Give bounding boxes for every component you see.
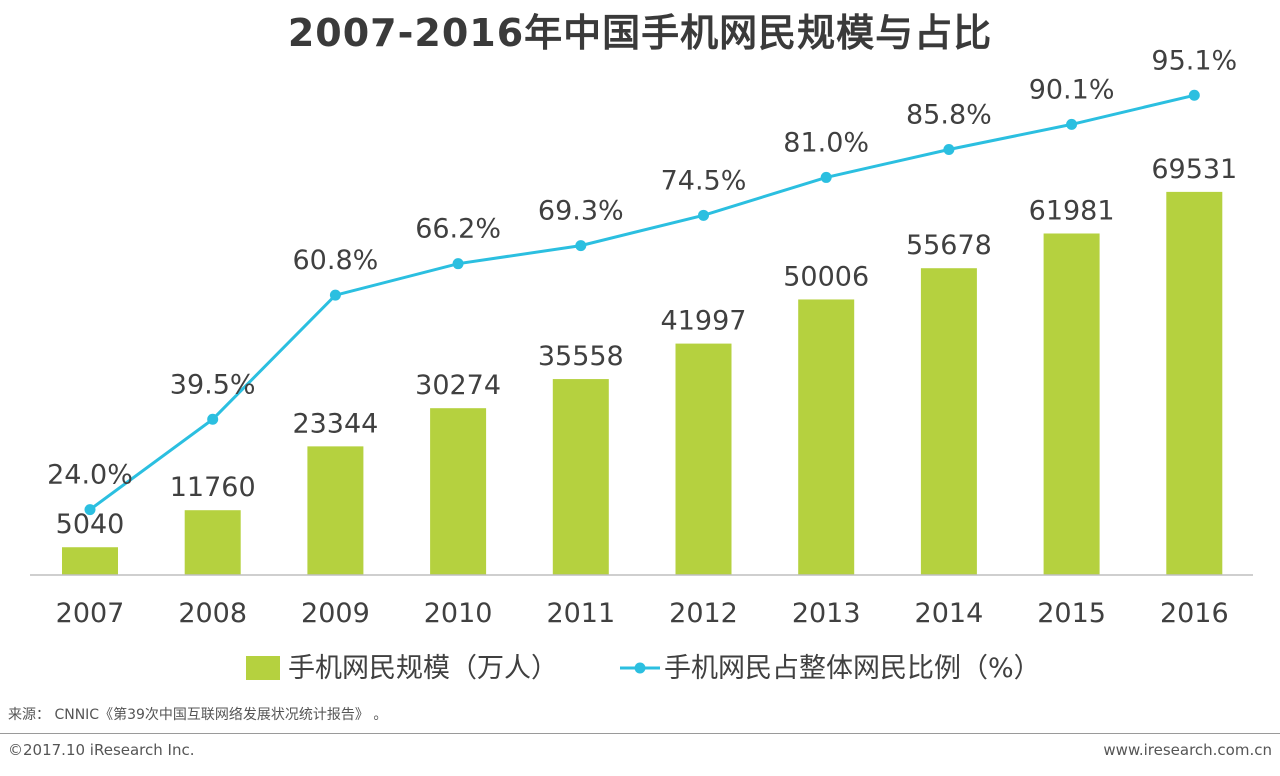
ratio-value-label: 85.8% <box>906 99 992 130</box>
ratio-marker <box>575 240 587 252</box>
ratio-marker <box>943 143 955 155</box>
legend-label-bar: 手机网民规模（万人） <box>288 653 558 684</box>
ratio-marker <box>820 171 832 183</box>
ratio-value-label: 90.1% <box>1029 74 1115 105</box>
bar-value-label: 11760 <box>170 472 256 503</box>
ratio-value-label: 69.3% <box>538 196 624 227</box>
ratio-value-label: 95.1% <box>1151 45 1237 76</box>
bar-2012 <box>675 343 732 575</box>
copyright-text: ©2017.10 iResearch Inc. <box>8 741 195 759</box>
x-tick-label: 2015 <box>1037 598 1106 629</box>
x-tick-label: 2007 <box>56 598 125 629</box>
x-tick-label: 2016 <box>1160 598 1229 629</box>
ratio-marker <box>698 209 709 221</box>
ratio-value-labels: 24.0% 39.5% 60.8% 66.2% 69.3% 74.5% 81.0% 85.8%… <box>47 45 1237 490</box>
bars-layer <box>62 191 1223 576</box>
bar-2015 <box>1043 233 1100 576</box>
ratio-marker <box>1188 89 1200 101</box>
x-tick-label: 2009 <box>301 598 370 629</box>
x-tick-label: 2012 <box>669 598 738 629</box>
ratio-line <box>89 93 1195 511</box>
ratio-value-label: 66.2% <box>415 214 501 245</box>
bar-2016 <box>1166 191 1223 575</box>
bar-2014 <box>920 268 977 575</box>
x-tick-label: 2008 <box>178 598 247 629</box>
bar-value-label: 41997 <box>661 306 747 337</box>
bar-values-layer: 5040117602334430274355584199750006556786… <box>56 154 1238 540</box>
ratio-markers <box>84 89 1200 516</box>
bar-2013 <box>798 299 855 575</box>
x-tick-labels: 2007 2008 2009 2010 2011 2012 2013 2014 2015 2016 <box>56 598 1229 629</box>
bar-value-label: 35558 <box>538 341 624 372</box>
x-tick-label: 2010 <box>424 598 493 629</box>
legend-swatch-marker <box>634 662 646 674</box>
bar-value-label: 50006 <box>783 261 869 292</box>
legend-swatch-bar <box>246 656 280 680</box>
footer-divider <box>0 733 1280 734</box>
ratio-value-label: 24.0% <box>47 460 133 491</box>
chart-title: 2007-2016年中国手机网民规模与占比 <box>287 11 993 55</box>
bar-value-label: 61981 <box>1029 195 1115 226</box>
bar-2010 <box>430 408 487 575</box>
ratio-value-label: 81.0% <box>783 127 869 158</box>
ratio-marker <box>207 413 219 425</box>
chart-area: 5040117602334430274355584199750006556786… <box>30 45 1253 684</box>
site-url: www.iresearch.com.cn <box>1103 741 1272 759</box>
ratio-marker <box>1066 118 1078 130</box>
ratio-value-label: 60.8% <box>293 245 379 276</box>
ratio-marker <box>329 289 341 301</box>
bar-2009 <box>307 446 364 575</box>
ratio-value-label: 39.5% <box>170 369 256 400</box>
bar-2008 <box>184 510 241 575</box>
bar-value-label: 69531 <box>1151 154 1237 185</box>
bar-value-label: 30274 <box>415 370 501 401</box>
ratio-value-label: 74.5% <box>661 165 747 196</box>
bar-2007 <box>62 547 118 575</box>
legend: 手机网民规模（万人） 手机网民占整体网民比例（%） <box>246 653 1041 684</box>
x-tick-label: 2011 <box>546 598 615 629</box>
x-tick-label: 2014 <box>915 598 984 629</box>
source-note: 来源： CNNIC《第39次中国互联网络发展状况统计报告》 。 <box>8 707 388 723</box>
bar-value-label: 23344 <box>292 408 378 439</box>
bar-value-label: 55678 <box>906 230 992 261</box>
ratio-marker <box>452 258 464 270</box>
legend-label-line: 手机网民占整体网民比例（%） <box>664 653 1041 684</box>
x-tick-label: 2013 <box>792 598 861 629</box>
ratio-marker <box>84 504 96 516</box>
bar-2011 <box>552 379 609 575</box>
